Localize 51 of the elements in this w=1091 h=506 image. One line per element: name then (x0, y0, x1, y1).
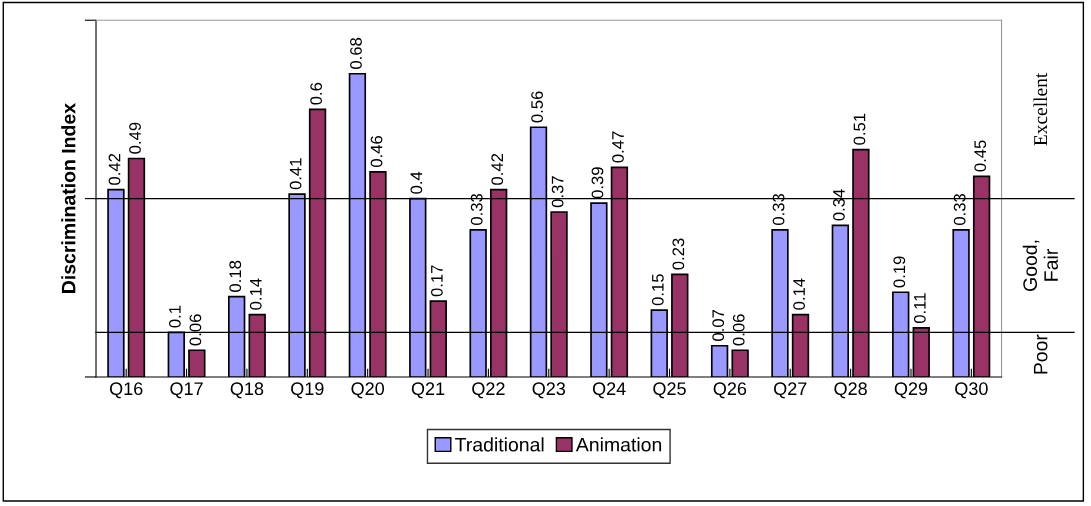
x-tick-label: Q21 (411, 382, 445, 399)
data-label: 0.33 (470, 193, 483, 225)
x-tick-label: Q18 (230, 382, 264, 399)
data-label: 0.17 (430, 265, 443, 297)
data-label: 0.07 (712, 309, 725, 341)
data-label: 0.37 (551, 176, 564, 208)
data-label: 0.15 (651, 274, 664, 306)
data-label: 0.56 (531, 91, 543, 123)
data-label: 0.14 (249, 278, 262, 310)
x-tick-label: Q23 (532, 382, 566, 399)
data-label: 0.46 (370, 135, 383, 168)
legend-label: Traditional (455, 437, 544, 452)
data-label: 0.11 (913, 293, 926, 324)
data-label: 0.14 (793, 278, 805, 310)
x-tick-label: Q27 (774, 382, 807, 399)
x-tick-label: Q20 (351, 382, 385, 399)
x-tick-label: Q17 (170, 382, 203, 399)
data-label: 0.39 (591, 167, 604, 199)
data-label: 0.1 (168, 305, 181, 328)
data-label: 0.42 (108, 153, 121, 185)
data-label: 0.51 (853, 113, 866, 145)
x-tick-label: Q22 (472, 382, 505, 399)
data-label: 0.68 (350, 37, 362, 69)
data-label: 0.19 (893, 256, 906, 288)
data-label: 0.33 (772, 193, 785, 225)
x-tick-label: Q30 (955, 382, 988, 399)
x-tick-label: Q25 (653, 382, 686, 399)
data-label: 0.42 (491, 153, 504, 185)
text: Excellent (1033, 72, 1048, 146)
data-label: 0.41 (289, 158, 302, 190)
legend-label: Animation (575, 437, 662, 452)
x-tick-label: Q29 (894, 382, 928, 399)
data-label: 0.06 (189, 314, 202, 346)
x-tick-label: Q19 (291, 382, 324, 399)
data-label: 0.23 (672, 238, 685, 270)
x-tick-label: Q24 (592, 382, 626, 399)
y-axis-title: Discrimination Index (61, 103, 76, 293)
data-label: 0.18 (229, 260, 242, 292)
data-label: 0.6 (310, 82, 323, 105)
data-label: 0.34 (833, 189, 845, 221)
data-label: 0.45 (974, 140, 987, 172)
data-label: 0.06 (732, 314, 745, 346)
data-label: 0.47 (612, 131, 624, 163)
x-tick-label: Q16 (109, 382, 143, 399)
x-tick-label: Q28 (834, 382, 867, 399)
text: Poor (1033, 334, 1048, 374)
text: Good, Fair (1022, 240, 1058, 291)
x-tick-label: Q26 (713, 382, 747, 399)
data-label: 0.4 (410, 171, 423, 194)
data-label: 0.49 (129, 122, 141, 154)
data-label: 0.33 (953, 193, 966, 225)
